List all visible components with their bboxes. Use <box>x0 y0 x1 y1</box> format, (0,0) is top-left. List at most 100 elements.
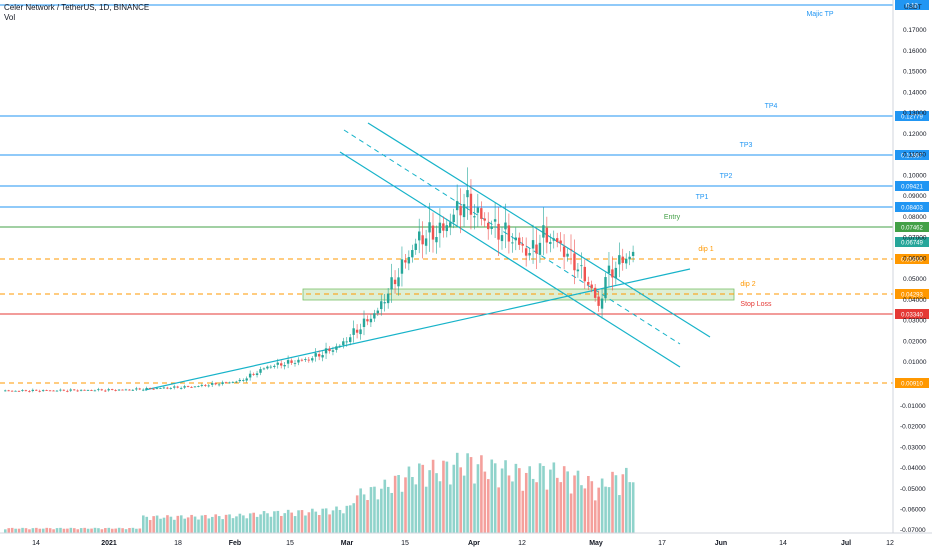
volume-bar <box>207 518 211 533</box>
candle-body <box>597 296 600 306</box>
volume-bar <box>255 516 259 533</box>
volume-bar <box>276 510 280 533</box>
candle-body <box>438 222 442 234</box>
level-price-tag-text: 0.09421 <box>901 185 923 191</box>
volume-bar <box>500 468 504 533</box>
candle-body <box>162 387 166 389</box>
candle-body <box>217 384 221 386</box>
candle-body <box>190 386 193 388</box>
level-price-tag <box>895 150 929 160</box>
candle-body <box>10 390 14 392</box>
time-tick-label: Jun <box>715 540 727 547</box>
candle-body <box>473 216 476 218</box>
price-tick-label: 0.14000 <box>903 89 927 96</box>
volume-bar <box>521 490 525 533</box>
volume-bar <box>17 528 21 533</box>
candle-body <box>121 389 124 391</box>
volume-bar <box>538 463 542 533</box>
candle-body <box>286 360 290 364</box>
volume-bar <box>97 528 100 533</box>
candle-body <box>393 279 397 285</box>
candle-body <box>600 298 604 309</box>
candle-body <box>469 193 473 215</box>
volume-bar <box>76 529 80 533</box>
candle-body <box>197 386 200 387</box>
candle-body <box>45 390 48 391</box>
volume-bar <box>424 486 428 533</box>
volume-bar <box>324 508 328 533</box>
volume-bar <box>252 512 255 533</box>
candle-body <box>507 225 511 242</box>
volume-bar <box>55 528 59 533</box>
price-tick-label: 0.17000 <box>903 27 927 34</box>
candle-body <box>186 386 190 387</box>
volume-bar <box>193 516 197 533</box>
volume-tick-label: -0.01000 <box>900 403 926 410</box>
candle-body <box>38 390 41 392</box>
volume-bar <box>545 489 549 533</box>
volume-bar <box>128 528 131 533</box>
candle-body <box>559 240 562 244</box>
candle-body <box>490 226 493 229</box>
candle-body <box>607 265 611 273</box>
current-price-text: 0.06749 <box>901 241 923 247</box>
candle-body <box>221 382 224 385</box>
candle-body <box>183 386 186 388</box>
time-tick-label: Jul <box>841 540 851 547</box>
candle-body <box>331 350 335 352</box>
time-tick-label: 15 <box>401 540 409 547</box>
candle-body <box>242 380 245 381</box>
level-label: TP2 <box>720 173 733 180</box>
volume-bar <box>559 482 563 533</box>
candle-body <box>145 388 148 390</box>
level-price-tag-text: 0.18 <box>906 4 918 10</box>
candle-body <box>159 388 162 389</box>
level-price-tag-text: 0.04293 <box>901 293 923 299</box>
volume-bar <box>386 486 390 533</box>
volume-bar <box>162 517 166 533</box>
volume-bar <box>269 516 273 533</box>
candle-body <box>352 328 355 335</box>
volume-bar <box>314 511 318 533</box>
volume-bar <box>524 472 528 533</box>
volume-bar <box>155 515 159 533</box>
volume-bar <box>148 520 152 533</box>
volume-bar <box>235 516 238 533</box>
volume-bar <box>28 529 31 533</box>
candle-body <box>293 363 297 364</box>
candle-body <box>324 348 328 354</box>
candle-body <box>497 223 500 240</box>
candle-body <box>35 389 38 391</box>
candle-body <box>228 382 231 384</box>
volume-bar <box>373 486 376 533</box>
candle-body <box>117 389 121 391</box>
volume-bar <box>73 528 76 533</box>
price-tick-label: 0.09000 <box>903 193 927 200</box>
volume-bar <box>48 528 52 533</box>
candle-body <box>531 240 535 249</box>
candle-body <box>114 390 117 391</box>
volume-bar <box>400 491 404 533</box>
candle-body <box>166 387 169 389</box>
candle-body <box>283 365 286 367</box>
volume-bar <box>566 471 569 533</box>
volume-bar <box>483 471 487 533</box>
volume-bar <box>449 484 452 533</box>
candle-body <box>7 390 10 392</box>
volume-bar <box>317 515 321 533</box>
symbol-title: Celer Network / TetherUS, 1D, BINANCE <box>4 3 150 12</box>
volume-bar <box>24 528 28 533</box>
candle-body <box>380 301 383 310</box>
candle-body <box>231 382 235 383</box>
candle-body <box>52 390 55 392</box>
candle-body <box>514 237 517 241</box>
candle-body <box>359 329 362 335</box>
price-tick-label: 0.15000 <box>903 69 927 76</box>
volume-bar <box>531 478 535 533</box>
candle-body <box>455 201 459 211</box>
volume-bar <box>211 516 214 533</box>
price-tick-label: 0.10000 <box>903 172 927 179</box>
volume-bar <box>321 508 324 533</box>
price-tick-label: 0.07000 <box>903 235 927 242</box>
